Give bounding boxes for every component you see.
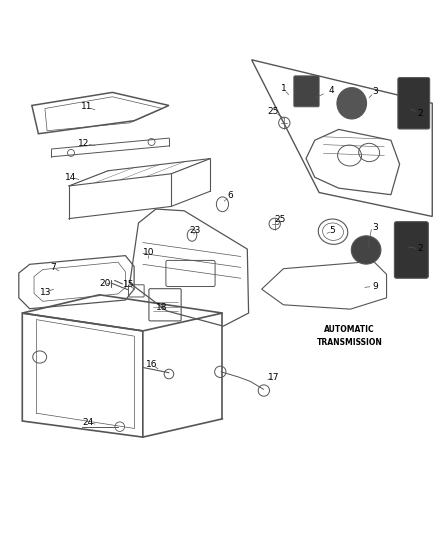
Text: 4: 4 xyxy=(328,86,334,95)
Text: 10: 10 xyxy=(143,248,154,257)
Text: 3: 3 xyxy=(372,223,378,232)
Text: 16: 16 xyxy=(146,360,157,369)
FancyBboxPatch shape xyxy=(394,222,428,278)
Text: 17: 17 xyxy=(268,373,279,382)
Text: 25: 25 xyxy=(274,215,286,224)
Ellipse shape xyxy=(337,87,367,119)
Text: 1: 1 xyxy=(280,84,286,93)
Text: 5: 5 xyxy=(329,227,335,235)
Text: 24: 24 xyxy=(82,418,93,427)
Text: 15: 15 xyxy=(123,280,134,289)
Text: AUTOMATIC: AUTOMATIC xyxy=(324,325,375,334)
Text: 9: 9 xyxy=(372,281,378,290)
Text: 25: 25 xyxy=(268,108,279,117)
Text: 7: 7 xyxy=(50,263,56,272)
Text: 3: 3 xyxy=(372,87,378,96)
Text: 12: 12 xyxy=(78,139,89,148)
Text: 2: 2 xyxy=(417,109,423,118)
FancyBboxPatch shape xyxy=(398,78,430,129)
Text: 13: 13 xyxy=(40,288,52,297)
Ellipse shape xyxy=(351,236,381,264)
Text: 20: 20 xyxy=(99,279,111,287)
FancyBboxPatch shape xyxy=(294,76,319,107)
Text: 2: 2 xyxy=(417,244,423,253)
Text: 11: 11 xyxy=(81,102,92,111)
Text: TRANSMISSION: TRANSMISSION xyxy=(317,338,382,347)
Text: 6: 6 xyxy=(227,191,233,200)
Text: 18: 18 xyxy=(156,303,167,312)
Text: 23: 23 xyxy=(189,227,201,235)
Text: 14: 14 xyxy=(64,173,76,182)
